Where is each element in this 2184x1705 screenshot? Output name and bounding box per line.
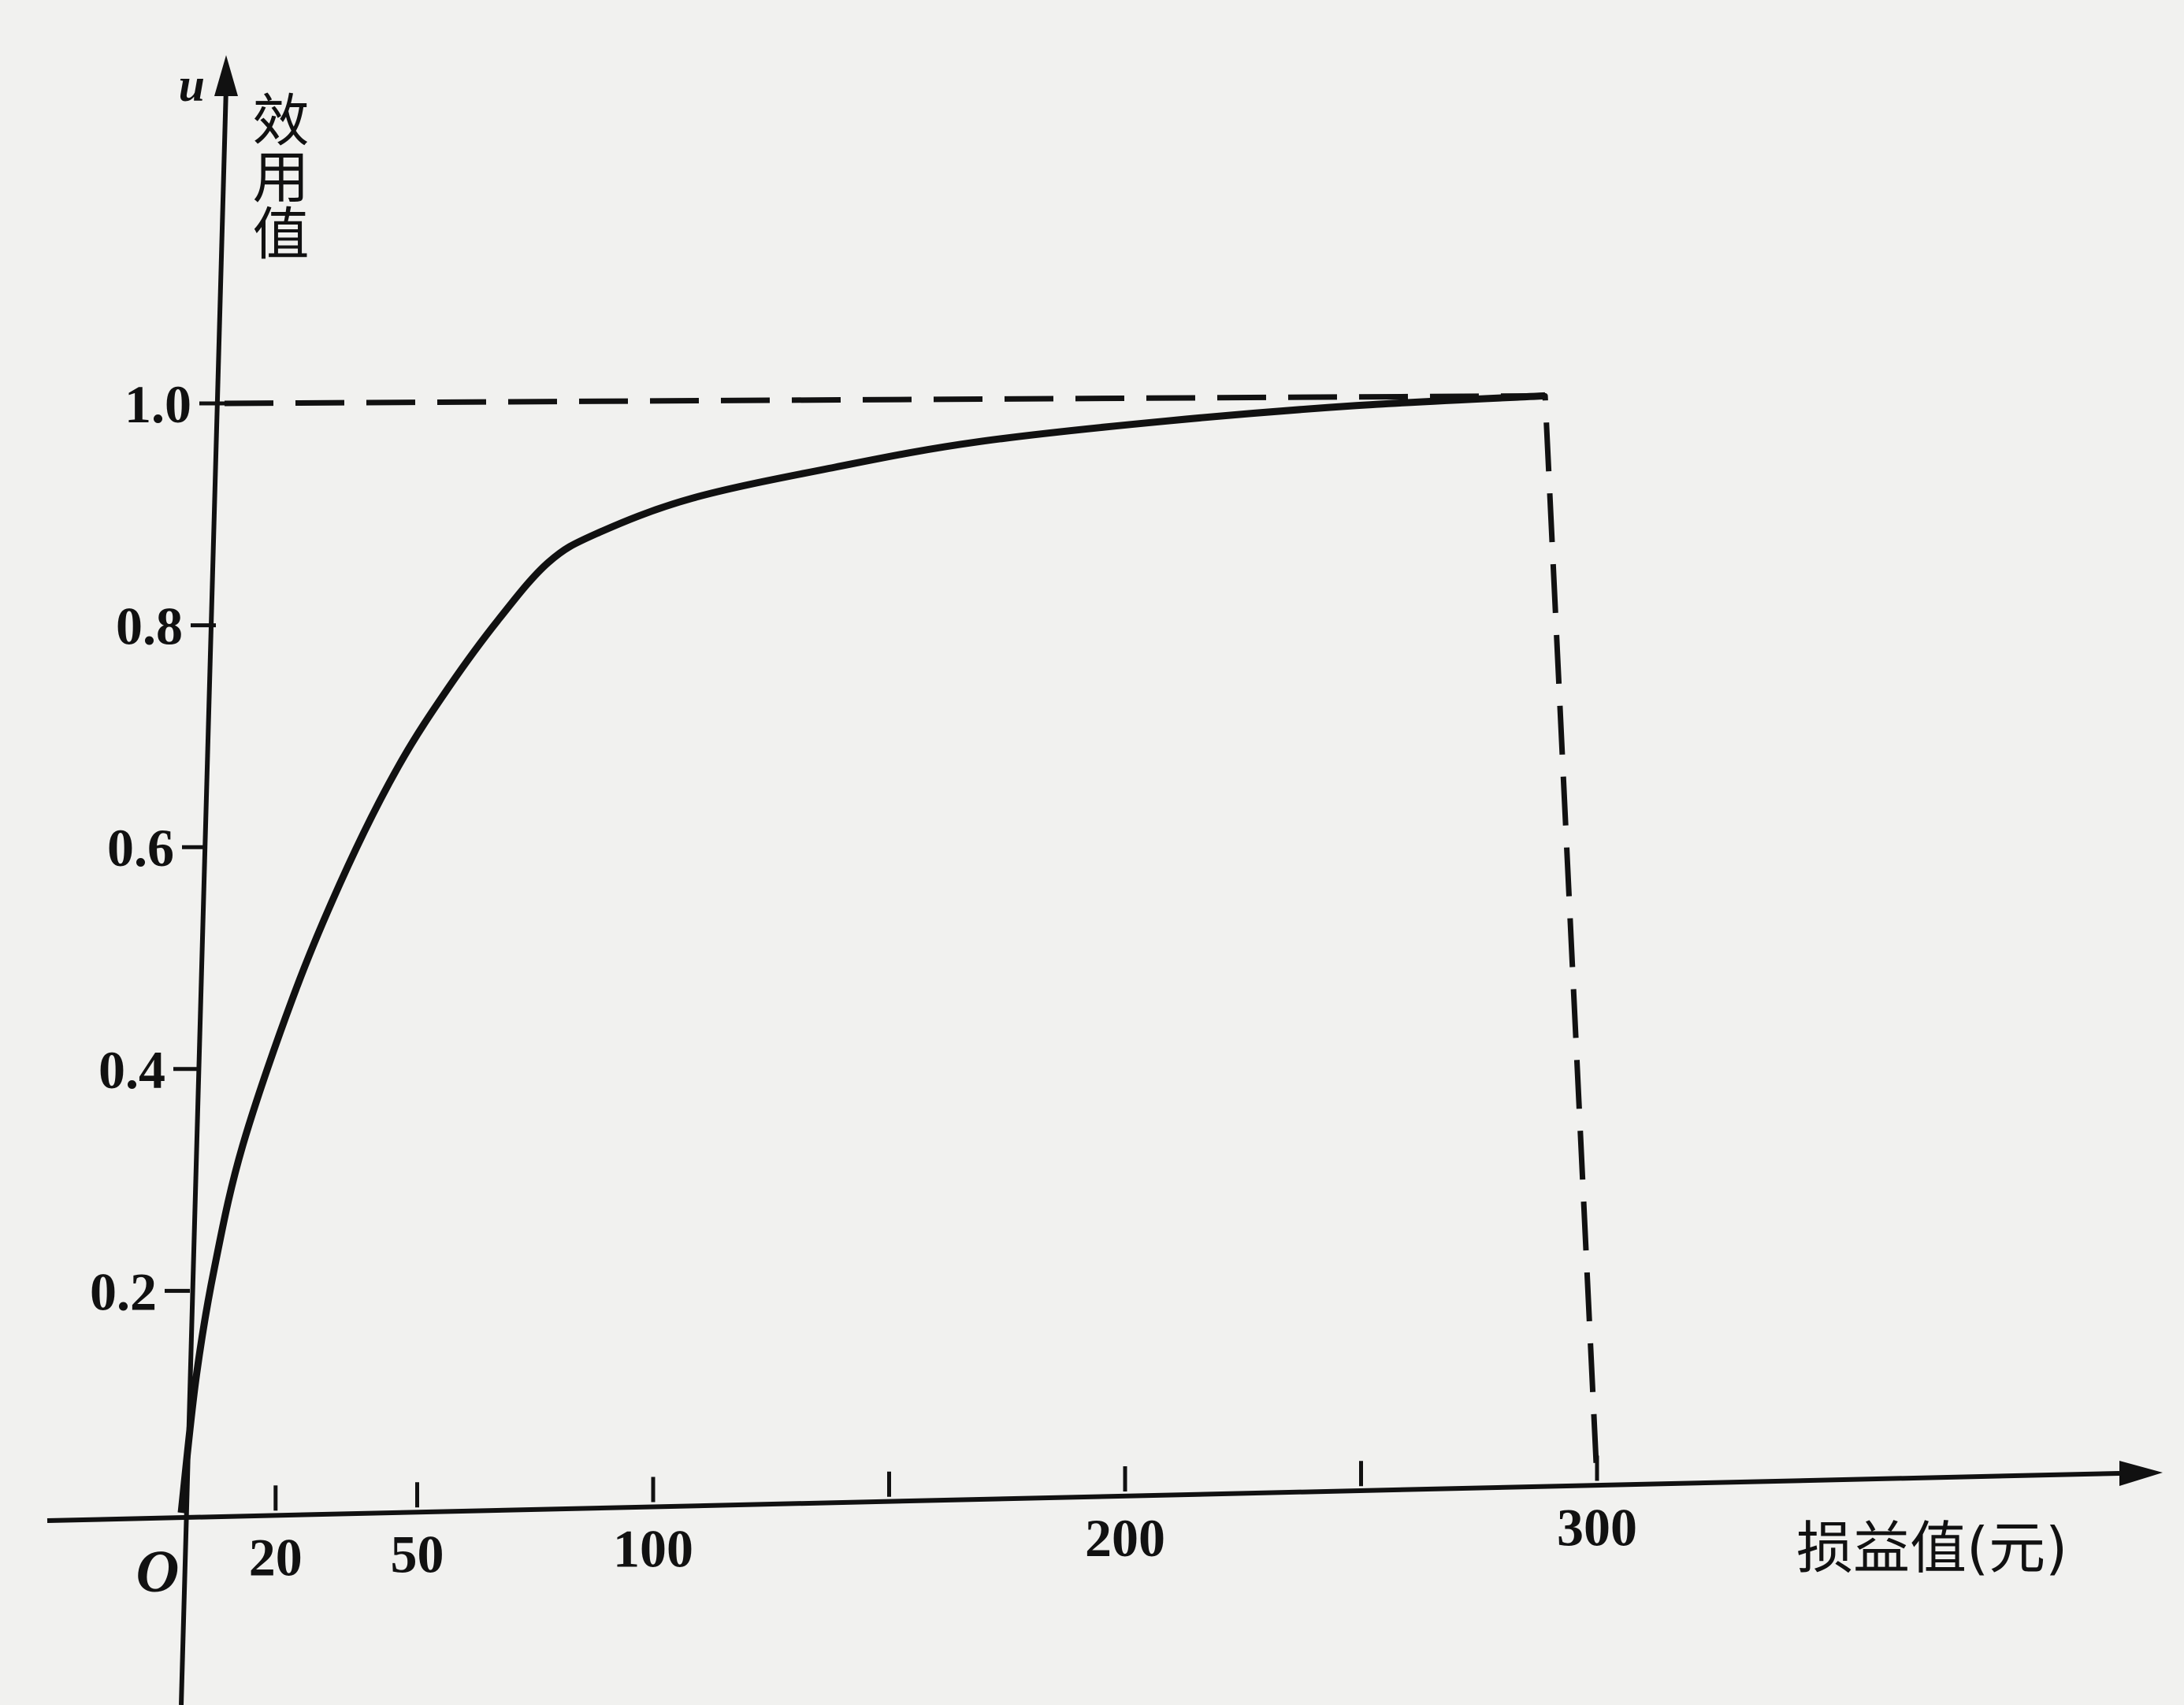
y-tick-label: 0.8 bbox=[116, 596, 183, 656]
y-tick-label: 0.4 bbox=[98, 1040, 165, 1100]
y-tick-label: 0.6 bbox=[107, 818, 174, 878]
x-axis-line bbox=[46, 1471, 2120, 1523]
axes bbox=[46, 55, 2163, 1705]
x-tick-label: 300 bbox=[1557, 1498, 1637, 1558]
origin-label: O bbox=[136, 1539, 180, 1605]
utility-curve bbox=[177, 392, 1546, 1514]
y-axis-title: 效用值 bbox=[243, 91, 309, 261]
x-tick-label: 20 bbox=[249, 1527, 303, 1587]
y-tick-label: 1.0 bbox=[124, 374, 191, 434]
y-tick-label: 0.2 bbox=[90, 1261, 157, 1321]
dashed-reference-line bbox=[224, 392, 1600, 1481]
x-axis-arrow bbox=[2119, 1461, 2163, 1486]
y-ticks: 0.2 0.4 0.6 0.8 1.0 bbox=[90, 374, 225, 1321]
series-layer bbox=[177, 392, 1600, 1514]
y-axis-arrow bbox=[214, 55, 238, 96]
axis-labels: u 效用值 O 损益值(元) bbox=[136, 59, 2068, 1605]
x-tick-label: 50 bbox=[391, 1524, 444, 1584]
x-ticks: 20 50 100 200 300 bbox=[249, 1455, 1637, 1587]
y-axis-variable: u bbox=[179, 59, 205, 111]
x-tick-label: 100 bbox=[613, 1519, 693, 1579]
x-axis-title: 损益值(元) bbox=[1796, 1515, 2067, 1581]
x-tick-label: 200 bbox=[1085, 1508, 1165, 1568]
